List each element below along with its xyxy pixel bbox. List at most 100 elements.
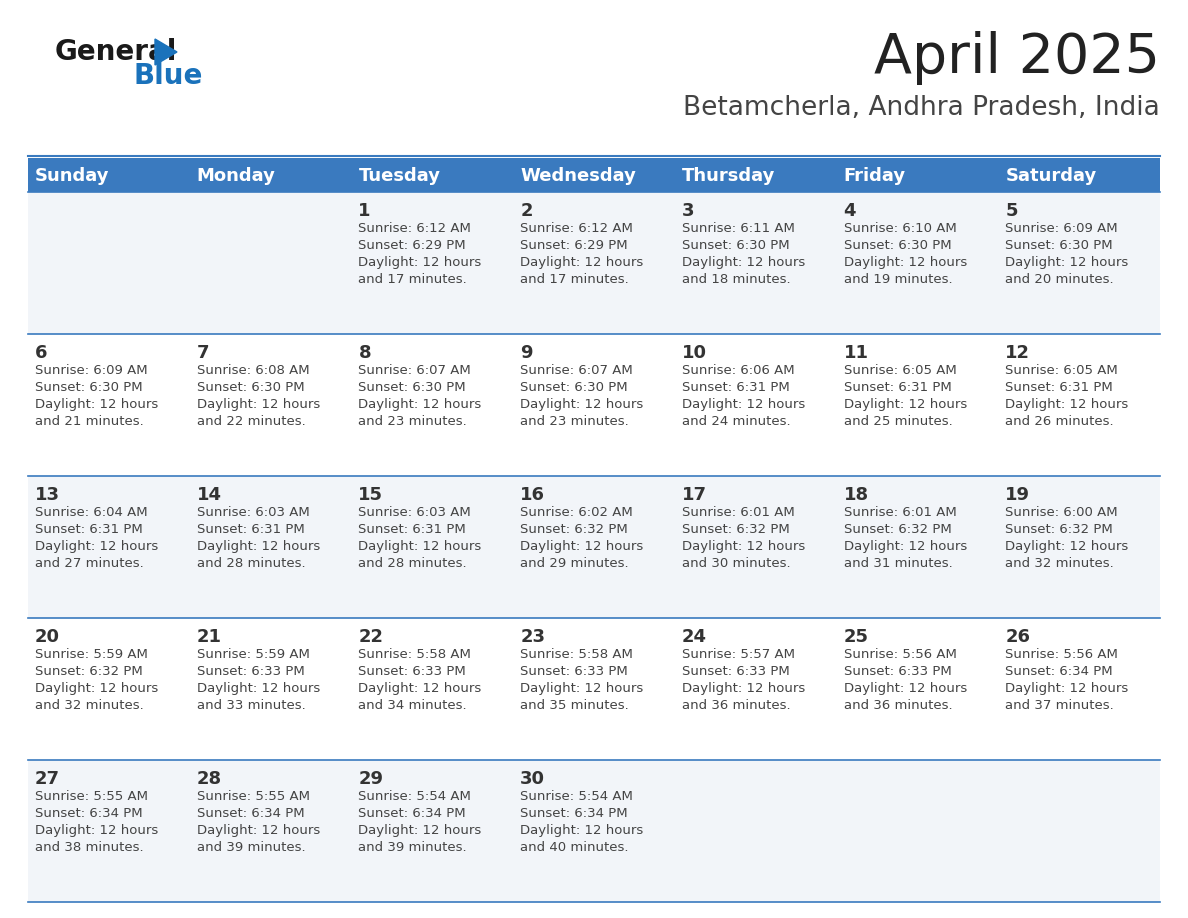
Bar — [513, 476, 675, 618]
Bar — [836, 192, 998, 334]
Text: Sunset: 6:31 PM: Sunset: 6:31 PM — [34, 523, 143, 536]
Text: 26: 26 — [1005, 628, 1030, 646]
Text: 5: 5 — [1005, 202, 1018, 220]
Text: Sunset: 6:34 PM: Sunset: 6:34 PM — [34, 807, 143, 820]
Text: 20: 20 — [34, 628, 61, 646]
Text: and 19 minutes.: and 19 minutes. — [843, 273, 953, 286]
Text: Sunrise: 6:11 AM: Sunrise: 6:11 AM — [682, 222, 795, 235]
Text: Daylight: 12 hours: Daylight: 12 hours — [520, 398, 644, 411]
Bar — [29, 192, 190, 334]
Text: and 27 minutes.: and 27 minutes. — [34, 557, 144, 570]
Text: and 28 minutes.: and 28 minutes. — [197, 557, 305, 570]
Text: and 17 minutes.: and 17 minutes. — [359, 273, 467, 286]
Bar — [675, 158, 836, 192]
Text: Tuesday: Tuesday — [359, 167, 441, 185]
Text: Sunset: 6:30 PM: Sunset: 6:30 PM — [1005, 239, 1113, 252]
Text: and 28 minutes.: and 28 minutes. — [359, 557, 467, 570]
Text: Daylight: 12 hours: Daylight: 12 hours — [682, 256, 805, 269]
Text: and 18 minutes.: and 18 minutes. — [682, 273, 790, 286]
Text: Sunrise: 5:56 AM: Sunrise: 5:56 AM — [843, 648, 956, 661]
Text: and 26 minutes.: and 26 minutes. — [1005, 415, 1114, 428]
Text: April 2025: April 2025 — [874, 31, 1159, 85]
Text: and 20 minutes.: and 20 minutes. — [1005, 273, 1114, 286]
Bar — [675, 476, 836, 618]
Text: 13: 13 — [34, 486, 61, 504]
Text: Sunset: 6:34 PM: Sunset: 6:34 PM — [359, 807, 466, 820]
Text: Sunrise: 5:55 AM: Sunrise: 5:55 AM — [34, 790, 148, 803]
Text: Sunrise: 6:05 AM: Sunrise: 6:05 AM — [1005, 364, 1118, 377]
Text: Sunrise: 5:54 AM: Sunrise: 5:54 AM — [359, 790, 472, 803]
Bar — [675, 334, 836, 476]
Bar — [836, 760, 998, 902]
Text: Blue: Blue — [133, 62, 202, 90]
Text: 12: 12 — [1005, 344, 1030, 362]
Text: Sunrise: 5:59 AM: Sunrise: 5:59 AM — [34, 648, 147, 661]
Text: and 17 minutes.: and 17 minutes. — [520, 273, 628, 286]
Text: 7: 7 — [197, 344, 209, 362]
Text: Saturday: Saturday — [1005, 167, 1097, 185]
Text: 11: 11 — [843, 344, 868, 362]
Text: Sunset: 6:32 PM: Sunset: 6:32 PM — [34, 665, 143, 678]
Text: 16: 16 — [520, 486, 545, 504]
Bar — [513, 760, 675, 902]
Text: 15: 15 — [359, 486, 384, 504]
Text: Monday: Monday — [197, 167, 276, 185]
Text: Daylight: 12 hours: Daylight: 12 hours — [1005, 256, 1129, 269]
Bar — [513, 618, 675, 760]
Text: Sunrise: 6:01 AM: Sunrise: 6:01 AM — [843, 506, 956, 519]
Text: Daylight: 12 hours: Daylight: 12 hours — [1005, 540, 1129, 553]
Text: 8: 8 — [359, 344, 371, 362]
Bar — [998, 760, 1159, 902]
Bar — [352, 618, 513, 760]
Text: and 34 minutes.: and 34 minutes. — [359, 699, 467, 712]
Text: 6: 6 — [34, 344, 48, 362]
Text: 2: 2 — [520, 202, 532, 220]
Text: Sunset: 6:34 PM: Sunset: 6:34 PM — [1005, 665, 1113, 678]
Text: Daylight: 12 hours: Daylight: 12 hours — [197, 824, 320, 837]
Text: and 32 minutes.: and 32 minutes. — [1005, 557, 1114, 570]
Text: Sunset: 6:31 PM: Sunset: 6:31 PM — [1005, 381, 1113, 394]
Text: and 36 minutes.: and 36 minutes. — [682, 699, 790, 712]
Text: Sunrise: 6:10 AM: Sunrise: 6:10 AM — [843, 222, 956, 235]
Bar — [998, 192, 1159, 334]
Bar — [352, 158, 513, 192]
Text: Daylight: 12 hours: Daylight: 12 hours — [34, 682, 158, 695]
Text: 28: 28 — [197, 770, 222, 788]
Text: Sunset: 6:34 PM: Sunset: 6:34 PM — [197, 807, 304, 820]
Text: Sunset: 6:31 PM: Sunset: 6:31 PM — [359, 523, 466, 536]
Text: Sunrise: 5:55 AM: Sunrise: 5:55 AM — [197, 790, 310, 803]
Text: Sunset: 6:30 PM: Sunset: 6:30 PM — [359, 381, 466, 394]
Text: Daylight: 12 hours: Daylight: 12 hours — [197, 398, 320, 411]
Text: Sunrise: 6:06 AM: Sunrise: 6:06 AM — [682, 364, 795, 377]
Text: Sunrise: 6:03 AM: Sunrise: 6:03 AM — [359, 506, 472, 519]
Text: Sunrise: 5:58 AM: Sunrise: 5:58 AM — [520, 648, 633, 661]
Bar — [836, 334, 998, 476]
Text: Sunset: 6:31 PM: Sunset: 6:31 PM — [197, 523, 304, 536]
Bar — [190, 334, 352, 476]
Text: 9: 9 — [520, 344, 532, 362]
Text: Daylight: 12 hours: Daylight: 12 hours — [359, 824, 481, 837]
Bar — [513, 334, 675, 476]
Text: Sunrise: 6:05 AM: Sunrise: 6:05 AM — [843, 364, 956, 377]
Text: Sunrise: 6:03 AM: Sunrise: 6:03 AM — [197, 506, 309, 519]
Text: Sunrise: 6:09 AM: Sunrise: 6:09 AM — [34, 364, 147, 377]
Text: Sunset: 6:33 PM: Sunset: 6:33 PM — [682, 665, 790, 678]
Text: 18: 18 — [843, 486, 868, 504]
Text: Sunset: 6:30 PM: Sunset: 6:30 PM — [682, 239, 790, 252]
Text: Sunrise: 6:09 AM: Sunrise: 6:09 AM — [1005, 222, 1118, 235]
Bar — [29, 760, 190, 902]
Text: Sunrise: 6:00 AM: Sunrise: 6:00 AM — [1005, 506, 1118, 519]
Bar — [998, 476, 1159, 618]
Text: Daylight: 12 hours: Daylight: 12 hours — [359, 256, 481, 269]
Bar — [513, 158, 675, 192]
Text: Sunset: 6:32 PM: Sunset: 6:32 PM — [682, 523, 790, 536]
Text: and 24 minutes.: and 24 minutes. — [682, 415, 790, 428]
Bar — [352, 192, 513, 334]
Bar — [29, 476, 190, 618]
Text: General: General — [55, 38, 177, 66]
Text: and 33 minutes.: and 33 minutes. — [197, 699, 305, 712]
Text: and 37 minutes.: and 37 minutes. — [1005, 699, 1114, 712]
Bar — [675, 192, 836, 334]
Text: Daylight: 12 hours: Daylight: 12 hours — [34, 398, 158, 411]
Text: Daylight: 12 hours: Daylight: 12 hours — [843, 540, 967, 553]
